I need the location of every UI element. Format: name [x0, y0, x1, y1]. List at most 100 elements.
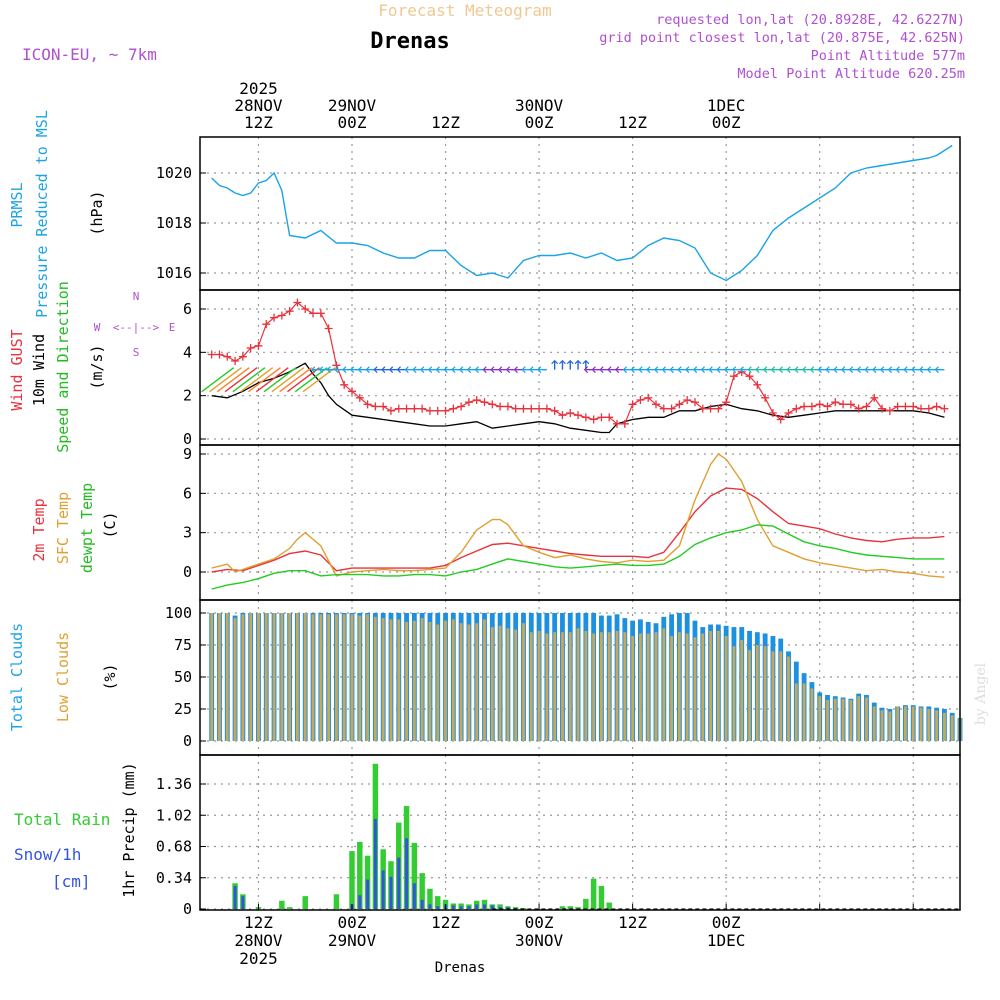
wind-arrow-head — [685, 366, 690, 374]
low-cloud-bar — [514, 629, 518, 741]
temperature-ytick-label: 9 — [183, 445, 192, 463]
snow-bar — [241, 896, 245, 909]
gust-marker — [901, 402, 910, 411]
gust-marker — [511, 404, 520, 413]
wind-title-2: 10m Wind — [30, 334, 48, 406]
gust-marker — [519, 404, 528, 413]
gust-marker — [215, 350, 224, 359]
rain-bar — [333, 894, 340, 909]
pressure-title-1: PRMSL — [8, 182, 26, 227]
low-cloud-bar — [483, 619, 486, 741]
wind-arrow-head — [582, 359, 590, 365]
low-cloud-bar — [553, 632, 557, 741]
bottom-time-label: 29NOV — [328, 931, 377, 950]
rain-bar — [567, 906, 573, 909]
wind-arrow-head — [700, 366, 705, 374]
wind-arrow-head — [505, 366, 511, 374]
precip-ytick-label: 1.36 — [156, 775, 192, 793]
wind-ytick-label: 4 — [183, 343, 192, 361]
low-cloud-bar — [576, 628, 580, 741]
low-cloud-bar — [327, 614, 331, 741]
rain-bar — [279, 900, 285, 909]
rain-bar — [559, 906, 566, 909]
gust-marker — [246, 344, 255, 352]
credit: by Angel — [973, 662, 989, 725]
precip-ytick-label: 0 — [183, 900, 192, 918]
wind-arrow-head — [466, 366, 472, 374]
wind-arrow-head — [661, 366, 667, 374]
low-cloud-bar — [568, 632, 572, 741]
low-cloud-bar — [319, 614, 323, 741]
wind-arrow-head — [349, 366, 355, 374]
requested-coords: requested lon,lat (20.8928E, 42.6227N) — [656, 12, 965, 28]
gust-marker — [675, 400, 684, 409]
snow-bar — [498, 907, 502, 909]
rain-bar — [419, 873, 425, 909]
low-cloud-bar — [865, 697, 868, 741]
wind-ytick-label: 0 — [183, 430, 192, 448]
gust-marker — [909, 402, 918, 411]
wind-speed-line — [211, 362, 945, 434]
temp-ylabel: (C) — [101, 511, 119, 538]
low-cloud-bar — [389, 619, 393, 741]
wind-arrow-head — [903, 366, 908, 374]
gust-marker — [316, 309, 325, 318]
wind-title-1: Wind GUST — [8, 329, 26, 410]
rain-bar — [575, 907, 581, 909]
wind-arrow-head — [474, 366, 479, 374]
gust-marker — [706, 404, 715, 413]
low-cloud-bar — [724, 636, 728, 741]
gust-marker — [574, 411, 583, 420]
temperature-ytick-label: 3 — [183, 524, 192, 542]
clouds-ytick-label: 75 — [174, 636, 192, 654]
gust-marker — [854, 404, 863, 413]
gust-marker — [496, 402, 505, 411]
wind-arrow-head — [724, 366, 729, 374]
low-cloud-bar — [600, 632, 603, 741]
gust-marker — [885, 406, 894, 415]
snow-bar — [420, 899, 424, 909]
wind-arrow-head — [879, 366, 885, 374]
low-cloud-bar — [397, 619, 401, 741]
wind-arrow-head — [427, 366, 433, 374]
snow-bar — [389, 876, 393, 909]
pressure-ytick-label: 1016 — [156, 264, 192, 282]
wind-arrow-head — [630, 366, 635, 374]
wind-arrow-head — [692, 366, 698, 374]
clouds-ytick-label: 25 — [174, 700, 192, 718]
snow-bar — [405, 838, 409, 909]
wind-arrow-head — [731, 366, 737, 374]
wind-arrow-head — [848, 366, 854, 374]
rain-bar — [497, 904, 503, 909]
gust-marker — [698, 404, 707, 413]
wind-arrow-head — [310, 366, 316, 374]
gust-marker — [363, 400, 372, 409]
wind-barb — [224, 367, 258, 393]
bottom-time-label: 28NOV — [234, 931, 283, 950]
cloud-bars — [209, 613, 963, 741]
temp-2m-line — [211, 487, 945, 573]
rain-bar — [302, 896, 308, 909]
gust-marker — [620, 419, 629, 428]
wind-arrow-head — [817, 366, 822, 374]
low-cloud-bar — [334, 614, 338, 741]
wind-arrow-head — [599, 366, 604, 374]
wind-arrow-head — [895, 366, 900, 374]
low-cloud-bar — [272, 613, 276, 741]
low-cloud-bar — [701, 633, 705, 741]
gust-marker — [207, 350, 216, 359]
wind-arrow-head — [622, 366, 628, 374]
gust-marker — [231, 357, 240, 365]
wind-arrow-head — [342, 366, 347, 374]
low-cloud-bar — [342, 614, 346, 741]
compass-w: W — [94, 321, 101, 334]
wind-arrow-head — [614, 366, 620, 374]
temp-title-2: SFC Temp — [54, 492, 72, 564]
cloud-title-1: Total Clouds — [8, 623, 26, 731]
bottom-time-label: 00Z — [712, 913, 741, 932]
low-cloud-bar — [584, 630, 588, 741]
wind-arrow-head — [420, 366, 425, 374]
temp-title-1: 2m Temp — [30, 498, 48, 561]
